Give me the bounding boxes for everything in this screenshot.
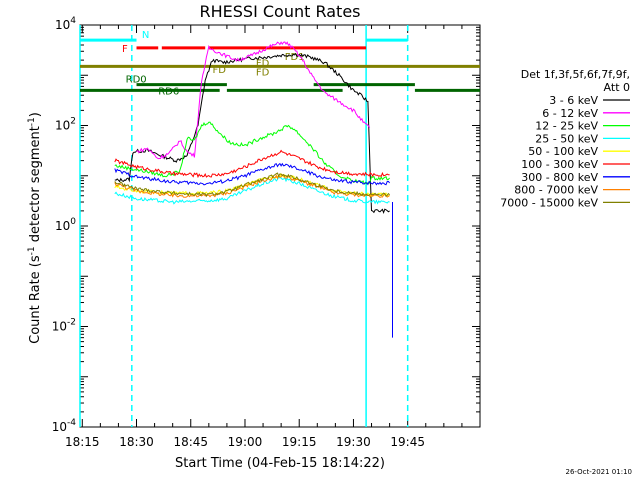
- x-axis-label: Start Time (04-Feb-15 18:14:22): [175, 456, 385, 471]
- legend-header: Det 1f,3f,5f,6f,7f,9f,: [521, 68, 630, 81]
- rd6-label: RD6: [158, 86, 179, 97]
- y-tick-base: 10: [55, 18, 70, 32]
- y-tick-exp: -2: [67, 318, 76, 328]
- x-tick-label: 19:45: [390, 435, 425, 449]
- plot-axes: 18:15 18:30 18:45 19:00 19:15 19:30 19:4510410…: [52, 16, 481, 449]
- rd0-label: RD0: [126, 75, 147, 86]
- series-line: [114, 162, 390, 186]
- y-tick-label: 10-4: [52, 418, 77, 434]
- y-tick-base: 10: [52, 320, 67, 334]
- y-axis-label-part: -1: [27, 117, 37, 126]
- x-tick-label: 19:00: [228, 435, 263, 449]
- legend-entry-label: 7000 - 15000 keV: [500, 196, 598, 209]
- x-tick-label: 19:15: [282, 435, 317, 449]
- legend-entry-label: 300 - 800 keV: [521, 171, 598, 184]
- y-axis-label: Count Rate (s-1 detector segment-1): [27, 112, 43, 344]
- legend-entry-label: 3 - 6 keV: [549, 94, 598, 107]
- y-tick-label: 100: [55, 217, 76, 233]
- series-line: [114, 121, 390, 186]
- x-tick-label: 18:15: [65, 435, 100, 449]
- y-tick-exp: 2: [70, 117, 76, 127]
- y-tick-base: 10: [55, 119, 70, 133]
- y-axis-label-part: -1: [27, 246, 37, 255]
- series-lines: [114, 41, 394, 338]
- series-line: [136, 41, 371, 160]
- series-line: [114, 176, 390, 205]
- legend-entry-label: 12 - 25 keV: [535, 120, 598, 133]
- x-tick-label: 19:30: [336, 435, 371, 449]
- series-line: [114, 172, 390, 198]
- y-tick-label: 104: [55, 16, 76, 32]
- series-line: [114, 174, 390, 198]
- y-tick-label: 10-2: [52, 318, 76, 334]
- y-tick-exp: -4: [67, 418, 76, 428]
- chart-title: RHESSI Count Rates: [200, 2, 361, 21]
- x-tick-label: 18:30: [119, 435, 154, 449]
- y-tick-exp: 4: [70, 16, 76, 26]
- fd-label: FD1: [285, 52, 305, 63]
- y-axis-label-part: Count Rate (s: [28, 255, 43, 344]
- series-line: [114, 52, 390, 215]
- y-axis-label-part: ): [28, 112, 43, 117]
- fd-label: FD: [212, 65, 226, 76]
- y-tick-base: 10: [55, 219, 70, 233]
- legend-entry-label: 6 - 12 keV: [542, 107, 598, 120]
- y-axis-label-part: detector segment: [28, 126, 43, 246]
- f-label: F: [122, 44, 128, 55]
- x-tick-label: 18:45: [173, 435, 208, 449]
- legend-entry-label: 100 - 300 keV: [521, 158, 598, 171]
- y-tick-base: 10: [52, 420, 67, 434]
- y-tick-exp: 0: [70, 217, 76, 227]
- fd-label: FD: [256, 67, 270, 78]
- legend-entry-label: 25 - 50 keV: [535, 132, 598, 145]
- y-tick-label: 102: [55, 117, 76, 133]
- legend-entry-label: 50 - 100 keV: [528, 145, 598, 158]
- legend-entry-label: 800 - 7000 keV: [514, 184, 598, 197]
- footer-timestamp: 26-Oct-2021 01:10: [566, 468, 632, 476]
- series-line: [114, 149, 390, 179]
- fd-label: FD: [256, 58, 270, 69]
- series-line: [114, 172, 390, 198]
- n-label: N: [142, 30, 149, 41]
- legend-header: Att 0: [604, 81, 630, 94]
